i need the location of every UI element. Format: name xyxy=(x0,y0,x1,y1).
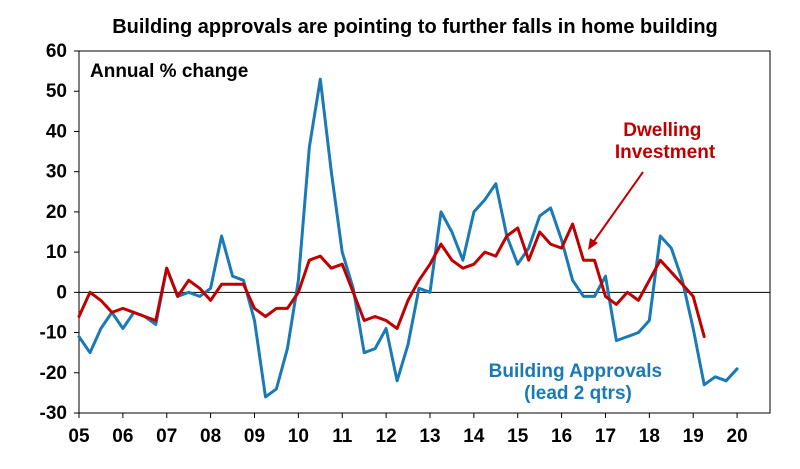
dwelling-investment-arrowhead xyxy=(588,238,598,250)
y-tick-label: -10 xyxy=(40,323,67,344)
y-tick-label: 30 xyxy=(46,162,67,183)
building-approvals-label-line-2: (lead 2 qtrs) xyxy=(524,383,632,404)
x-tick-label: 09 xyxy=(244,426,265,447)
y-tick-label: 20 xyxy=(46,202,67,223)
x-tick-label: 18 xyxy=(639,426,660,447)
y-tick-label: 0 xyxy=(56,282,67,303)
chart-title: Building approvals are pointing to furth… xyxy=(112,16,718,38)
unit-label: Annual % change xyxy=(90,61,248,82)
y-axis-ticks: 60 50 40 30 20 10 0 -10 -20 -30 xyxy=(40,41,79,424)
dwelling-investment-label: Dwelling Investment xyxy=(615,120,716,163)
y-tick-label: -30 xyxy=(40,403,67,424)
building-approvals-label: Building Approvals (lead 2 qtrs) xyxy=(489,361,668,404)
building-approvals-label-line-1: Building Approvals xyxy=(489,361,662,382)
y-tick-label: 50 xyxy=(46,81,67,102)
series-layer xyxy=(77,77,739,399)
x-tick-label: 17 xyxy=(595,426,616,447)
x-tick-label: 07 xyxy=(156,426,177,447)
x-tick-label: 06 xyxy=(112,426,133,447)
x-axis-ticks: 05 06 07 08 09 10 11 12 13 14 15 16 17 18 19 20 xyxy=(68,413,748,447)
x-tick-label: 13 xyxy=(419,426,440,447)
x-tick-label: 16 xyxy=(551,426,572,447)
y-tick-label: 60 xyxy=(46,41,67,62)
y-tick-label: -20 xyxy=(40,363,67,384)
plot-frame xyxy=(78,50,771,414)
dwelling-investment-label-line-1: Dwelling xyxy=(623,120,701,141)
dwelling-investment-label-line-2: Investment xyxy=(615,142,716,163)
x-tick-label: 14 xyxy=(463,426,485,447)
x-tick-label: 11 xyxy=(332,426,353,447)
dwelling-line xyxy=(77,222,706,339)
x-tick-label: 15 xyxy=(507,426,529,447)
annotation-layer: Dwelling Investment Building Approvals (… xyxy=(489,120,716,404)
x-tick-label: 20 xyxy=(727,426,748,447)
dwelling-investment-arrow xyxy=(591,171,644,245)
x-tick-label: 08 xyxy=(200,426,221,447)
x-tick-label: 10 xyxy=(288,426,309,447)
x-tick-label: 05 xyxy=(68,426,90,447)
building-approvals-line xyxy=(77,77,739,399)
x-tick-label: 19 xyxy=(683,426,704,447)
y-tick-label: 10 xyxy=(46,242,67,263)
plot-border xyxy=(78,50,771,414)
y-tick-label: 40 xyxy=(46,121,67,142)
x-tick-label: 12 xyxy=(376,426,397,447)
